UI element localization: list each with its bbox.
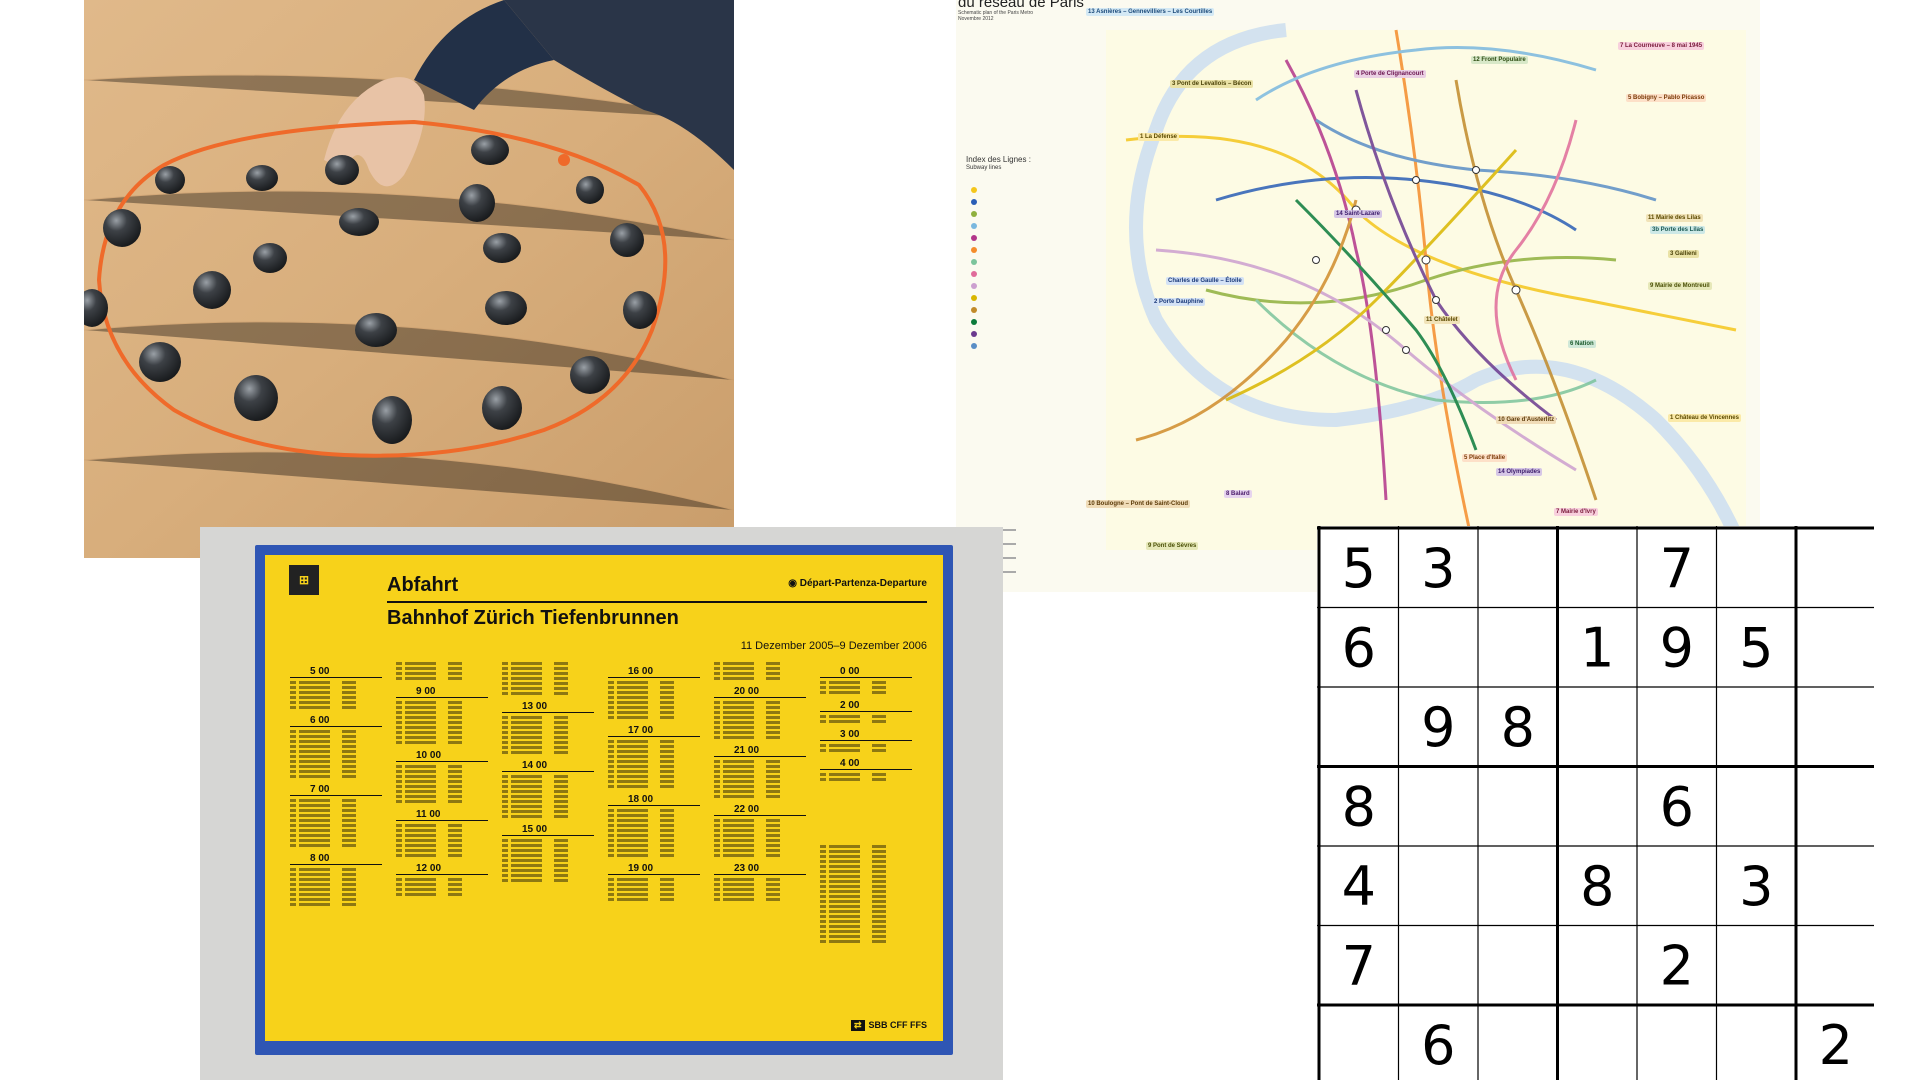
metro-map: du réseau de Paris Schematic plan of the… — [956, 0, 1760, 592]
label-line-13: 13 Asnières – Gennevilliers – Les Courti… — [1086, 8, 1215, 16]
label-line-3-east: 3 Gallieni — [1668, 250, 1699, 258]
label-line-4: 4 Porte de Clignancourt — [1354, 70, 1426, 78]
sudoku-cell-digit: 3 — [1739, 855, 1773, 918]
label-line-11: 11 Mairie des Lilas — [1646, 214, 1703, 222]
label-charles-de-gaulle: Charles de Gaulle – Étoile — [1166, 277, 1244, 285]
hour-heading: 15 00 — [502, 824, 594, 836]
timetable-frame: ⊞ Abfahrt ◉ Départ-Partenza-Departure Ba… — [255, 545, 953, 1055]
timetable-board: ⊞ Abfahrt ◉ Départ-Partenza-Departure Ba… — [265, 555, 943, 1041]
label-line-3b: 3b Porte des Lilas — [1650, 226, 1706, 234]
sudoku-cell-digit: 6 — [1342, 616, 1376, 679]
validity-period: 11 Dezember 2005–9 Dezember 2006 — [740, 640, 927, 652]
timetable-column: 20 00 21 00 22 00 23 00 — [714, 660, 806, 903]
label-line-1: 1 La Défense — [1138, 133, 1180, 141]
hour-heading: 23 00 — [714, 863, 806, 875]
hour-heading: 9 00 — [396, 686, 488, 698]
label-line-2: 2 Porte Dauphine — [1152, 298, 1206, 306]
hour-heading: 21 00 — [714, 745, 806, 757]
metro-index-title: Index des Lignes : Subway lines — [966, 155, 1031, 171]
hour-heading: 13 00 — [502, 701, 594, 713]
hour-heading: 6 00 — [290, 715, 382, 727]
departure-label: ◉ Départ-Partenza-Departure — [788, 578, 927, 589]
sudoku-cell-digit: 8 — [1501, 696, 1535, 759]
sudoku-cell-digit: 9 — [1421, 696, 1455, 759]
hour-heading: 8 00 — [290, 853, 382, 865]
hour-heading: 17 00 — [608, 725, 700, 737]
label-line-7: 7 La Courneuve – 8 mai 1945 — [1618, 42, 1705, 50]
rail-logo-icon: ⊞ — [289, 565, 319, 595]
hour-heading: 7 00 — [290, 784, 382, 796]
sudoku-cell-digit: 8 — [1342, 775, 1376, 838]
hour-heading: 20 00 — [714, 686, 806, 698]
label-line-8: 8 Balard — [1224, 490, 1252, 498]
sudoku-cell-digit: 2 — [1660, 934, 1694, 997]
timetable-column: 13 00 14 00 15 00 — [502, 660, 594, 884]
metro-map-title: du réseau de Paris — [958, 0, 1084, 11]
label-line-6: 6 Nation — [1568, 340, 1596, 348]
timetable-column: 16 00 17 00 18 00 19 00 — [608, 660, 700, 903]
label-line-3: 3 Pont de Levallois – Bécon — [1170, 80, 1254, 88]
stones-photo — [84, 0, 734, 558]
sudoku-cell-digit: 5 — [1342, 537, 1376, 600]
heading-rule — [387, 601, 927, 603]
stones — [84, 135, 657, 444]
hour-heading: 12 00 — [396, 863, 488, 875]
hour-heading: 22 00 — [714, 804, 806, 816]
sudoku-cell-digit: 6 — [1660, 775, 1694, 838]
sudoku-cell-digit: 6 — [1421, 1014, 1455, 1077]
timetable-column: 9 00 10 00 11 00 12 00 — [396, 660, 488, 898]
timetable-column: 0 00 2 00 3 00 4 00 — [820, 660, 912, 945]
rope-circle — [96, 119, 668, 458]
label-chatelet: 11 Châtelet — [1424, 316, 1460, 324]
sudoku-cell-digit: 2 — [1819, 1014, 1853, 1077]
label-line-12: 12 Front Populaire — [1471, 56, 1528, 64]
hour-heading: 4 00 — [820, 758, 912, 770]
station-name: Bahnhof Zürich Tiefenbrunnen — [387, 607, 679, 629]
label-line-9-west: 9 Pont de Sèvres — [1146, 542, 1199, 550]
hour-heading: 3 00 — [820, 729, 912, 741]
label-line-1-east: 1 Château de Vincennes — [1668, 414, 1741, 422]
hour-heading: 5 00 — [290, 666, 382, 678]
label-line-10-east: 10 Gare d'Austerlitz — [1496, 416, 1557, 424]
hour-heading: 2 00 — [820, 700, 912, 712]
label-line-10: 10 Boulogne – Pont de Saint-Cloud — [1086, 500, 1191, 508]
hour-heading: 18 00 — [608, 794, 700, 806]
sudoku-cell-digit: 8 — [1580, 855, 1614, 918]
sudoku-cell-digit: 7 — [1342, 934, 1376, 997]
label-line-14-south: 14 Olympiades — [1496, 468, 1543, 476]
sudoku-cell-digit: 7 — [1660, 537, 1694, 600]
hour-heading: 19 00 — [608, 863, 700, 875]
sudoku-cell-digit: 1 — [1580, 616, 1614, 679]
sbb-icon: ⇄ — [850, 1020, 865, 1031]
sbb-logo: ⇄ SBB CFF FFS — [850, 1020, 927, 1031]
sudoku-cell-digit: 3 — [1421, 537, 1455, 600]
hour-heading: 10 00 — [396, 750, 488, 762]
sudoku-cell-digit: 4 — [1342, 855, 1376, 918]
sudoku-cell-digit: 9 — [1660, 616, 1694, 679]
label-line-5-south: 5 Place d'Italie — [1462, 454, 1508, 462]
metro-map-subtitle: Schematic plan of the Paris Metro Novemb… — [958, 10, 1034, 22]
label-line-5: 5 Bobigny – Pablo Picasso — [1626, 94, 1707, 102]
label-line-14: 14 Saint-Lazare — [1334, 210, 1383, 218]
timetable-column: 5 00 6 00 7 00 8 00 — [290, 660, 382, 908]
abfahrt-heading: Abfahrt — [387, 574, 459, 596]
sudoku-cell-digit: 5 — [1739, 616, 1773, 679]
hour-heading: 0 00 — [820, 666, 912, 678]
hour-heading: 16 00 — [608, 666, 700, 678]
label-line-9: 9 Mairie de Montreuil — [1648, 282, 1712, 290]
label-line-7-south: 7 Mairie d'Ivry — [1554, 508, 1598, 516]
timetable-photo: ⊞ Abfahrt ◉ Départ-Partenza-Departure Ba… — [200, 527, 1003, 1080]
hour-heading: 14 00 — [502, 760, 594, 772]
hour-heading: 11 00 — [396, 809, 488, 821]
